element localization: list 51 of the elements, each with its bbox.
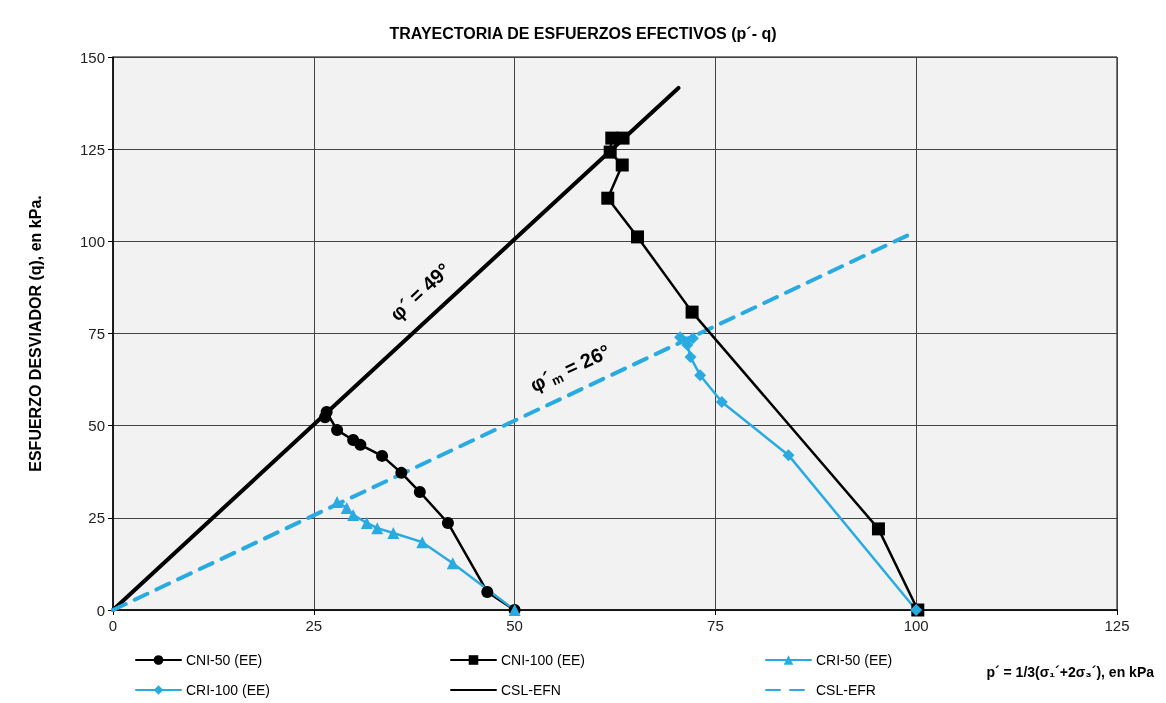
legend-label: CSL-EFR [816, 682, 876, 698]
y-tick-label: 25 [88, 509, 105, 527]
x-axis-title: p´ = 1/3(σ₁´+2σ₃´), en kPa [986, 664, 1155, 680]
point [395, 466, 408, 479]
point [347, 434, 360, 447]
legend-label: CNI-50 (EE) [186, 652, 263, 668]
point [360, 516, 373, 529]
legend-label: CSL-EFN [501, 682, 561, 698]
x-tick-label: 100 [903, 617, 929, 634]
point [603, 145, 617, 159]
point [601, 191, 615, 205]
x-tick-label: 125 [1104, 617, 1130, 634]
x-tick-label: 25 [305, 617, 323, 634]
point [630, 230, 644, 244]
y-tick-label: 0 [96, 601, 105, 619]
point [615, 158, 629, 172]
x-tick-label: 50 [506, 617, 523, 634]
point [416, 536, 429, 549]
y-tick-label: 100 [79, 232, 105, 250]
y-tick-label: 75 [88, 325, 105, 342]
point [871, 522, 885, 536]
point [605, 131, 619, 145]
point [371, 522, 384, 535]
point [376, 449, 389, 462]
y-tick-label: 50 [88, 417, 105, 435]
legend-label: CRI-50 (EE) [816, 652, 893, 668]
point [331, 495, 344, 508]
point [782, 449, 795, 462]
legend-label: CRI-100 (EE) [186, 682, 271, 698]
y-tick-label: 125 [79, 140, 105, 158]
point [441, 517, 454, 529]
annotation: φ´m = 26° [526, 339, 614, 397]
point [446, 557, 459, 570]
point [413, 486, 426, 499]
x-tick-label: 75 [707, 617, 724, 634]
point [684, 351, 697, 364]
point [347, 508, 360, 521]
y-tick-label: 150 [79, 48, 105, 66]
point [387, 526, 400, 539]
x-tick-label: 0 [108, 617, 118, 634]
annotation: φ´ = 49° [385, 258, 455, 326]
y-axis-title: ESFUERZO DESVIADOR (q), en kPa. [26, 195, 44, 472]
point [331, 424, 344, 437]
point [481, 585, 494, 598]
point [694, 369, 707, 382]
point [715, 396, 728, 409]
chart-title: TRAYECTORIA DE ESFUERZOS EFECTIVOS (p´- q) [389, 24, 777, 42]
point [685, 305, 699, 319]
legend-label: CNI-100 (EE) [501, 652, 586, 668]
point [340, 501, 353, 514]
point [616, 131, 630, 145]
